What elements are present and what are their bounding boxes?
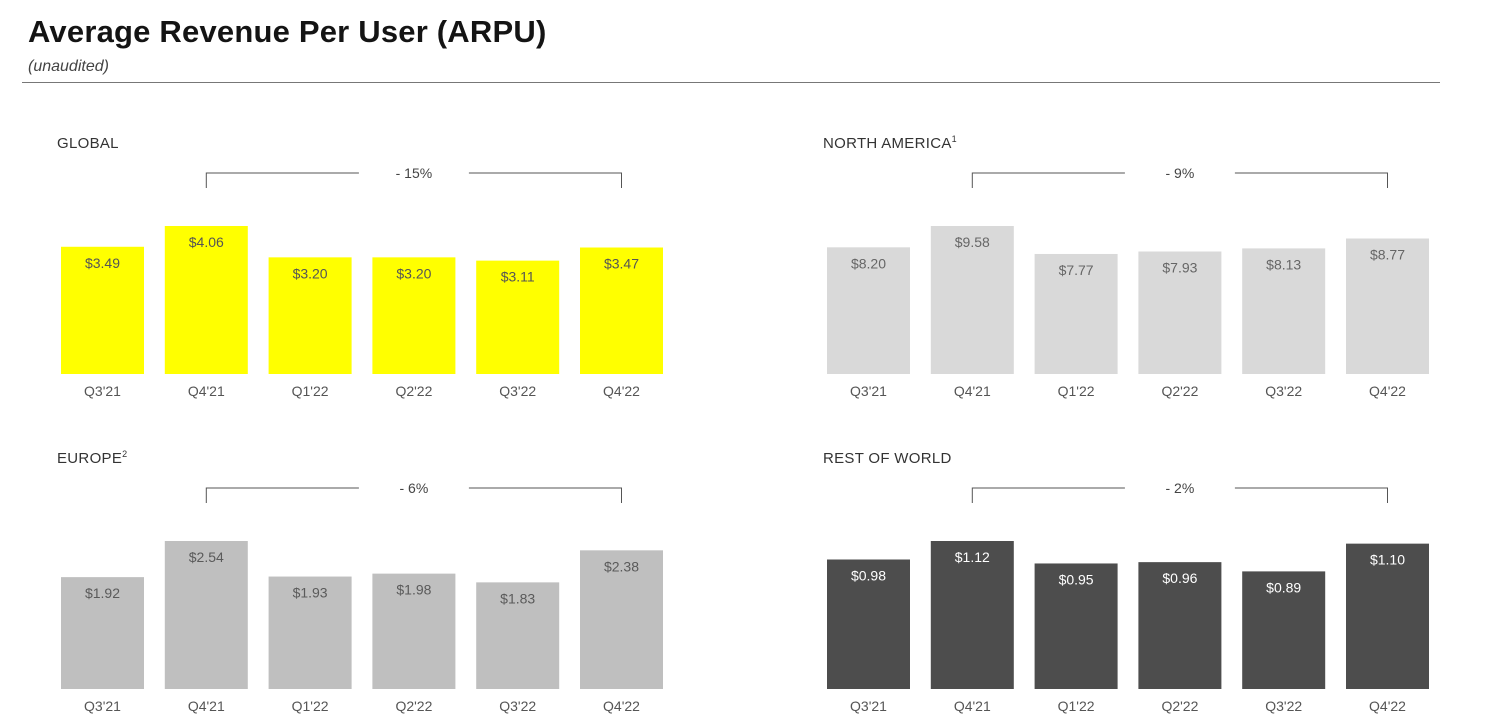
x-tick-label: Q4'22 [1369, 698, 1406, 714]
bar-value-label: $2.38 [604, 558, 639, 574]
chart-title: NORTH AMERICA1 [823, 134, 957, 152]
x-tick-label: Q4'22 [603, 698, 640, 714]
bar-value-label: $3.20 [396, 265, 431, 281]
chart-svg: GLOBAL - 15% $3.49 Q3'21 $4.06 Q4'21 $3.20 Q1'2… [57, 135, 663, 399]
bar-value-label: $3.20 [293, 265, 328, 281]
x-tick-label: Q2'22 [395, 698, 432, 714]
bar-value-label: $1.98 [396, 582, 431, 598]
x-tick-label: Q2'22 [395, 383, 432, 399]
x-tick-label: Q3'22 [1265, 698, 1302, 714]
bar-value-label: $1.10 [1370, 552, 1405, 568]
change-percent-label: - 2% [1166, 480, 1195, 496]
bar-value-label: $3.11 [501, 269, 535, 285]
bar-value-label: $8.20 [851, 255, 886, 271]
bar [930, 226, 1014, 374]
bar [164, 541, 248, 689]
x-tick-label: Q1'22 [292, 698, 329, 714]
bar [827, 247, 910, 374]
rest-of-world-arpu-chart: REST OF WORLD - 2% $0.98 Q3'21 $1.12 Q4'21 $0.… [806, 435, 1501, 725]
change-bracket [971, 487, 1388, 503]
x-tick-label: Q3'22 [499, 383, 536, 399]
bar [1346, 543, 1429, 689]
bar-value-label: $3.47 [604, 256, 639, 272]
bar [1346, 238, 1429, 374]
x-tick-label: Q4'21 [954, 383, 991, 399]
bar [372, 257, 456, 374]
bar [476, 582, 560, 689]
bar [1034, 563, 1118, 689]
bar-value-label: $1.93 [293, 585, 328, 601]
x-tick-label: Q4'22 [603, 383, 640, 399]
bar [580, 550, 663, 689]
bar-value-label: $1.92 [85, 585, 120, 601]
x-tick-label: Q4'22 [1369, 383, 1406, 399]
x-tick-label: Q3'21 [84, 383, 121, 399]
bar-value-label: $9.58 [955, 234, 990, 250]
x-tick-label: Q1'22 [1058, 698, 1095, 714]
bar [372, 573, 456, 689]
bar [268, 576, 352, 689]
bar [1138, 562, 1222, 689]
x-tick-label: Q3'22 [499, 698, 536, 714]
global-arpu-chart: GLOBAL - 15% $3.49 Q3'21 $4.06 Q4'21 $3.20 Q1'2… [40, 120, 740, 410]
bar-value-label: $1.12 [955, 549, 990, 565]
x-tick-label: Q2'22 [1161, 383, 1198, 399]
x-tick-label: Q1'22 [1058, 383, 1095, 399]
change-bracket [205, 487, 622, 503]
bar [827, 559, 910, 689]
chart-svg: NORTH AMERICA1 - 9% $8.20 Q3'21 $9.58 Q4'21 $7… [823, 134, 1429, 399]
bar-value-label: $0.96 [1162, 570, 1197, 586]
x-tick-label: Q1'22 [292, 383, 329, 399]
x-tick-label: Q2'22 [1161, 698, 1198, 714]
europe-arpu-chart: EUROPE2 - 6% $1.92 Q3'21 $2.54 Q4'21 $1.93 Q1'2… [40, 435, 740, 725]
header-divider [22, 82, 1440, 83]
north-america-arpu-chart: NORTH AMERICA1 - 9% $8.20 Q3'21 $9.58 Q4'21 $7… [806, 120, 1501, 410]
bar [1138, 251, 1222, 374]
chart-title: GLOBAL [57, 135, 119, 152]
bar [930, 541, 1014, 689]
change-bracket [205, 172, 622, 188]
bar [1242, 571, 1326, 689]
page-subtitle: (unaudited) [28, 58, 109, 75]
chart-svg: REST OF WORLD - 2% $0.98 Q3'21 $1.12 Q4'21 $0.… [823, 450, 1429, 714]
x-tick-label: Q4'21 [954, 698, 991, 714]
page-title: Average Revenue Per User (ARPU) [28, 14, 547, 49]
bar-value-label: $3.49 [85, 255, 120, 271]
x-tick-label: Q3'21 [850, 383, 887, 399]
x-tick-label: Q3'22 [1265, 383, 1302, 399]
bar [1034, 253, 1118, 374]
bar-value-label: $7.77 [1059, 262, 1094, 278]
chart-title: REST OF WORLD [823, 450, 952, 467]
change-percent-label: - 15% [396, 165, 433, 181]
change-bracket [971, 172, 1388, 188]
bar [61, 577, 144, 689]
bar [164, 226, 248, 374]
bar [268, 257, 352, 374]
bar-value-label: $0.89 [1266, 579, 1301, 595]
x-tick-label: Q4'21 [188, 698, 225, 714]
change-percent-label: - 6% [400, 480, 429, 496]
bar [476, 260, 560, 374]
x-tick-label: Q4'21 [188, 383, 225, 399]
change-percent-label: - 9% [1166, 165, 1195, 181]
x-tick-label: Q3'21 [84, 698, 121, 714]
bar-value-label: $8.77 [1370, 247, 1405, 263]
chart-title: EUROPE2 [57, 449, 127, 467]
bar [61, 246, 144, 374]
bar-value-label: $4.06 [189, 234, 224, 250]
bar-value-label: $8.13 [1266, 256, 1301, 272]
bar-value-label: $2.54 [189, 549, 224, 565]
bar [580, 247, 663, 374]
bar-value-label: $0.95 [1059, 571, 1094, 587]
bar-value-label: $7.93 [1162, 259, 1197, 275]
bar-value-label: $0.98 [851, 568, 886, 584]
x-tick-label: Q3'21 [850, 698, 887, 714]
bar [1242, 248, 1326, 374]
bar-value-label: $1.83 [500, 590, 535, 606]
chart-svg: EUROPE2 - 6% $1.92 Q3'21 $2.54 Q4'21 $1.93 Q1'2… [57, 449, 663, 714]
